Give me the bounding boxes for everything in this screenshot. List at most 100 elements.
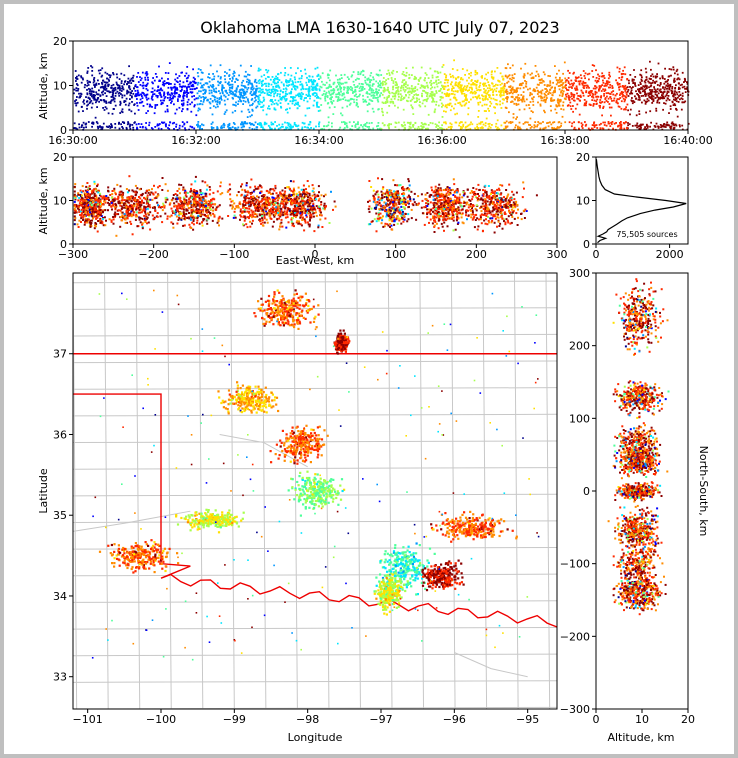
source-point: [554, 76, 557, 79]
source-point: [518, 108, 521, 111]
source-point: [91, 215, 94, 218]
source-point: [671, 87, 674, 90]
source-point: [534, 75, 537, 77]
source-point: [180, 90, 182, 93]
source-point: [210, 89, 213, 92]
source-point: [271, 76, 274, 78]
source-point: [471, 191, 474, 194]
source-point: [390, 77, 393, 79]
source-point: [489, 126, 492, 129]
source-point: [95, 121, 98, 123]
source-point: [193, 88, 196, 90]
source-point: [118, 94, 121, 97]
source-point: [80, 76, 83, 79]
source-point: [245, 122, 248, 125]
source-point: [376, 97, 378, 99]
source-point: [546, 89, 548, 92]
source-point: [217, 75, 220, 78]
source-point: [468, 101, 470, 103]
source-point: [197, 124, 200, 127]
source-point: [683, 101, 686, 104]
source-point: [345, 124, 348, 127]
source-point: [218, 102, 221, 105]
source-point: [180, 99, 183, 102]
source-point: [91, 102, 94, 105]
source-point: [476, 123, 479, 126]
source-point: [582, 70, 585, 72]
source-point: [422, 126, 425, 128]
source-point: [580, 122, 583, 125]
source-point: [394, 121, 397, 124]
source-point: [504, 125, 507, 128]
source-point: [524, 62, 527, 65]
source-point: [504, 223, 507, 226]
source-point: [618, 98, 620, 101]
source-point: [522, 86, 525, 89]
source-point: [656, 75, 659, 78]
source-point: [512, 116, 515, 119]
source-point: [178, 83, 181, 86]
source-point: [637, 84, 640, 86]
source-point: [175, 108, 178, 111]
source-point: [576, 103, 579, 106]
source-point: [436, 76, 439, 78]
source-point: [538, 122, 541, 125]
source-point: [438, 90, 441, 92]
source-point: [241, 88, 244, 91]
source-point: [386, 223, 389, 226]
source-point: [88, 102, 91, 104]
source-point: [111, 126, 113, 128]
source-point: [352, 80, 355, 83]
source-point: [411, 98, 414, 101]
source-point: [79, 194, 82, 196]
source-point: [499, 222, 502, 225]
source-point: [624, 95, 627, 98]
source-point: [668, 88, 671, 91]
source-point: [378, 199, 381, 202]
source-point: [257, 67, 260, 70]
source-point: [83, 203, 86, 206]
source-point: [645, 93, 648, 96]
source-point: [119, 87, 121, 90]
source-point: [376, 93, 378, 96]
source-point: [137, 123, 140, 125]
source-point: [525, 104, 528, 107]
source-point: [458, 124, 460, 127]
source-point: [86, 72, 89, 74]
source-point: [89, 94, 92, 96]
source-point: [418, 128, 421, 131]
source-point: [247, 108, 250, 111]
source-point: [197, 125, 199, 128]
source-point: [77, 74, 80, 77]
source-point: [296, 199, 299, 202]
source-point: [556, 127, 558, 130]
source-point: [178, 106, 181, 109]
source-point: [266, 71, 269, 74]
source-point: [664, 86, 667, 89]
source-point: [276, 93, 279, 95]
source-point: [495, 99, 498, 102]
source-point: [474, 219, 477, 221]
source-point: [558, 126, 560, 129]
source-point: [318, 89, 321, 92]
source-point: [120, 82, 123, 84]
source-point: [510, 196, 513, 199]
source-point: [347, 99, 350, 102]
source-point: [302, 93, 304, 95]
source-point: [152, 82, 154, 85]
source-point: [143, 94, 146, 97]
source-point: [585, 91, 587, 94]
source-point: [373, 196, 375, 198]
source-point: [297, 93, 299, 96]
source-point: [176, 77, 179, 79]
source-point: [459, 89, 462, 91]
source-point: [503, 218, 505, 221]
source-point: [157, 186, 160, 189]
source-point: [92, 90, 95, 93]
source-point: [181, 71, 183, 74]
source-point: [328, 79, 331, 82]
source-point: [177, 204, 180, 207]
source-point: [379, 94, 381, 97]
source-point: [665, 84, 668, 87]
source-point: [226, 92, 229, 95]
